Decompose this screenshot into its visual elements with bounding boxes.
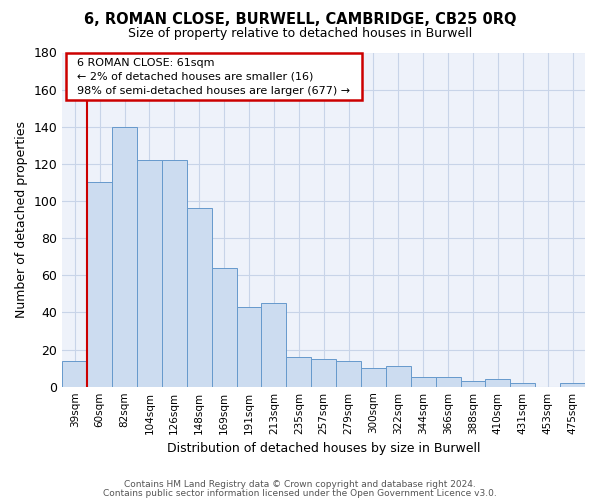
Bar xyxy=(137,160,162,386)
Bar xyxy=(511,383,535,386)
Text: Size of property relative to detached houses in Burwell: Size of property relative to detached ho… xyxy=(128,28,472,40)
Bar xyxy=(436,378,461,386)
X-axis label: Distribution of detached houses by size in Burwell: Distribution of detached houses by size … xyxy=(167,442,481,455)
Text: Contains HM Land Registry data © Crown copyright and database right 2024.: Contains HM Land Registry data © Crown c… xyxy=(124,480,476,489)
Bar xyxy=(485,380,511,386)
Bar xyxy=(311,359,336,386)
Bar xyxy=(560,383,585,386)
Bar xyxy=(411,378,436,386)
Text: 6, ROMAN CLOSE, BURWELL, CAMBRIDGE, CB25 0RQ: 6, ROMAN CLOSE, BURWELL, CAMBRIDGE, CB25… xyxy=(84,12,516,28)
Bar xyxy=(336,360,361,386)
Bar xyxy=(286,357,311,386)
Bar xyxy=(461,381,485,386)
Y-axis label: Number of detached properties: Number of detached properties xyxy=(15,121,28,318)
Bar xyxy=(87,182,112,386)
Bar xyxy=(386,366,411,386)
Bar xyxy=(187,208,212,386)
Bar xyxy=(361,368,386,386)
Bar xyxy=(236,307,262,386)
Bar xyxy=(112,127,137,386)
Text: Contains public sector information licensed under the Open Government Licence v3: Contains public sector information licen… xyxy=(103,488,497,498)
Bar xyxy=(212,268,236,386)
Text: 6 ROMAN CLOSE: 61sqm  
  ← 2% of detached houses are smaller (16)  
  98% of sem: 6 ROMAN CLOSE: 61sqm ← 2% of detached ho… xyxy=(70,58,357,96)
Bar xyxy=(62,360,87,386)
Bar xyxy=(262,303,286,386)
Bar xyxy=(162,160,187,386)
